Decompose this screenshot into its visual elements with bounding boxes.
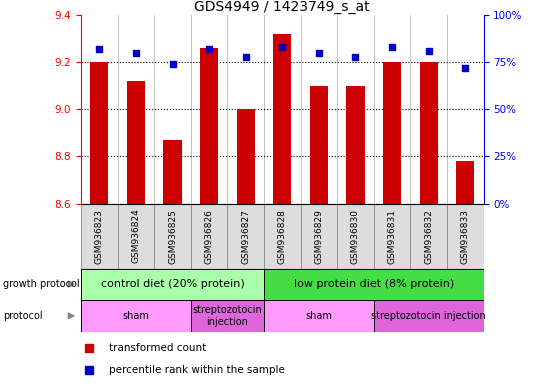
Text: GSM936833: GSM936833: [461, 209, 470, 264]
Text: streptozotocin injection: streptozotocin injection: [371, 311, 486, 321]
Bar: [236, 109, 255, 204]
Bar: [273, 34, 291, 204]
Text: sham: sham: [305, 311, 332, 321]
Text: percentile rank within the sample: percentile rank within the sample: [109, 365, 285, 375]
Bar: [337, 204, 374, 269]
Text: GSM936832: GSM936832: [424, 209, 433, 264]
Bar: [117, 204, 154, 269]
Bar: [301, 204, 337, 269]
Text: GSM936830: GSM936830: [351, 209, 360, 264]
Text: transformed count: transformed count: [109, 343, 206, 353]
Bar: [81, 204, 117, 269]
Bar: [154, 204, 191, 269]
Bar: [228, 204, 264, 269]
Bar: [374, 300, 484, 332]
Bar: [191, 204, 228, 269]
Text: GSM936826: GSM936826: [205, 209, 214, 264]
Text: GSM936831: GSM936831: [387, 209, 396, 264]
Bar: [264, 269, 484, 300]
Bar: [264, 204, 301, 269]
Bar: [419, 62, 438, 204]
Bar: [410, 204, 447, 269]
Bar: [374, 204, 410, 269]
Bar: [90, 62, 108, 204]
Bar: [383, 62, 401, 204]
Text: GSM936825: GSM936825: [168, 209, 177, 264]
Text: GSM936829: GSM936829: [314, 209, 324, 264]
Bar: [127, 81, 145, 204]
Bar: [81, 269, 264, 300]
Bar: [191, 300, 264, 332]
Bar: [447, 204, 484, 269]
Text: GSM936823: GSM936823: [95, 209, 104, 264]
Bar: [347, 86, 364, 204]
Text: GSM936827: GSM936827: [241, 209, 250, 264]
Bar: [264, 300, 374, 332]
Bar: [200, 48, 218, 204]
Bar: [81, 300, 191, 332]
Text: GSM936824: GSM936824: [131, 209, 140, 263]
Bar: [310, 86, 328, 204]
Text: low protein diet (8% protein): low protein diet (8% protein): [293, 279, 454, 289]
Bar: [456, 161, 475, 204]
Text: control diet (20% protein): control diet (20% protein): [101, 279, 244, 289]
Title: GDS4949 / 1423749_s_at: GDS4949 / 1423749_s_at: [195, 0, 370, 14]
Text: growth protocol: growth protocol: [3, 279, 79, 289]
Text: sham: sham: [122, 311, 149, 321]
Text: protocol: protocol: [3, 311, 42, 321]
Text: streptozotocin
injection: streptozotocin injection: [192, 305, 262, 327]
Text: GSM936828: GSM936828: [278, 209, 287, 264]
Bar: [163, 140, 182, 204]
